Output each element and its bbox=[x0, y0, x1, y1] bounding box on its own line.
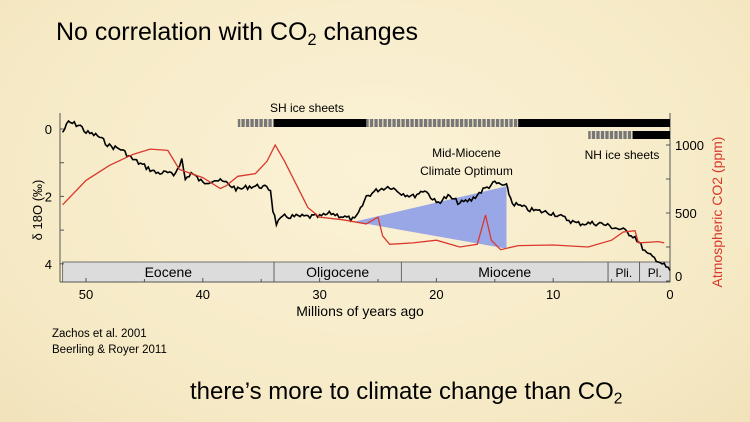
reference-1: Zachos et al. 2001 bbox=[52, 328, 147, 340]
optimum-label-2: Climate Optimum bbox=[420, 164, 513, 178]
sh-ice-sheets-label: SH ice sheets bbox=[270, 101, 344, 115]
references: Zachos et al. 2001 Beerling & Royer 2011 bbox=[52, 326, 167, 358]
epoch-label: Pl. bbox=[648, 266, 662, 280]
x-tick-label: 20 bbox=[429, 287, 443, 302]
slide-conclusion: there’s more to climate change than CO2 bbox=[190, 378, 623, 408]
x-tick-label: 30 bbox=[312, 287, 326, 302]
left-tick-label: 0 bbox=[45, 122, 52, 137]
x-tick-label: 0 bbox=[666, 287, 673, 302]
ice-sheet-bar-full bbox=[632, 131, 670, 139]
ice-sheet-bar-partial bbox=[588, 131, 633, 139]
x-tick-label: 10 bbox=[546, 287, 560, 302]
left-axis-label: δ 18O (‰) bbox=[30, 180, 45, 241]
x-tick-label: 40 bbox=[196, 287, 210, 302]
epoch-label: Oligocene bbox=[306, 264, 369, 280]
right-tick-label: 1000 bbox=[675, 138, 704, 153]
nh-ice-sheets-label: NH ice sheets bbox=[585, 148, 660, 162]
epoch-label: Miocene bbox=[478, 264, 531, 280]
x-axis-label: Millions of years ago bbox=[296, 303, 424, 319]
ice-sheet-bar-partial bbox=[237, 119, 275, 127]
co2-series-line bbox=[62, 143, 665, 251]
ice-sheet-bar-full bbox=[274, 119, 367, 127]
optimum-region bbox=[354, 186, 507, 249]
right-axis-label: Atmospheric CO2 (ppm) bbox=[709, 137, 725, 288]
reference-2: Beerling & Royer 2011 bbox=[52, 344, 167, 356]
epoch-label: Pli. bbox=[616, 266, 633, 280]
right-tick-label: 500 bbox=[675, 206, 697, 221]
d18o-series-line bbox=[61, 119, 671, 271]
epoch-label: Eocene bbox=[145, 264, 193, 280]
left-tick-label: 4 bbox=[45, 257, 52, 272]
left-tick-label: 2 bbox=[45, 189, 52, 204]
optimum-label-1: Mid-Miocene bbox=[432, 146, 501, 160]
right-tick-label: 0 bbox=[675, 269, 682, 284]
slide-title: No correlation with CO2 changes bbox=[56, 18, 418, 49]
ice-sheet-bar-full bbox=[518, 119, 670, 127]
x-tick-label: 50 bbox=[79, 287, 93, 302]
ice-sheet-bar-partial bbox=[366, 119, 519, 127]
